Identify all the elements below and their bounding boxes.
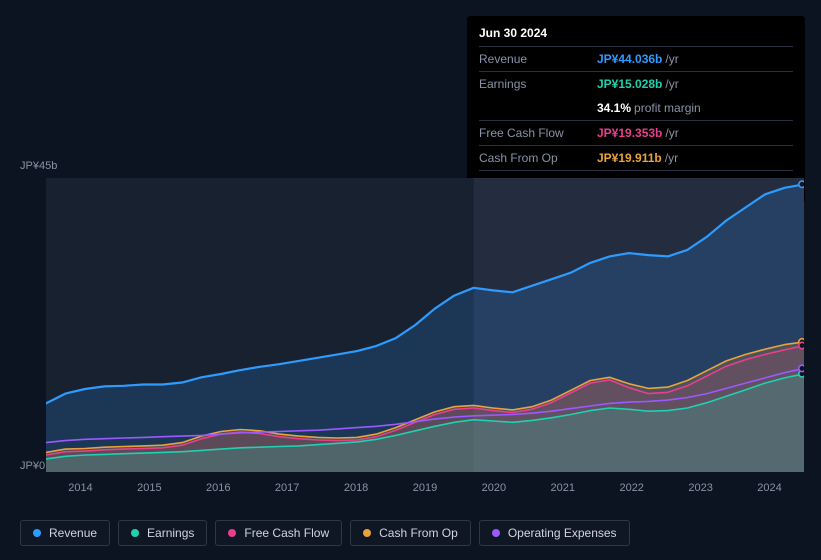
tooltip-row: Free Cash FlowJP¥19.353b/yr: [479, 120, 793, 145]
legend-dot-icon: [131, 529, 139, 537]
tooltip-row-value: JP¥15.028b/yr: [597, 75, 679, 93]
tooltip-row-label: Earnings: [479, 75, 597, 93]
tooltip-row: EarningsJP¥15.028b/yr: [479, 71, 793, 96]
x-axis: 2014201520162017201820192020202120222023…: [46, 482, 804, 494]
x-tick: 2024: [735, 482, 804, 494]
y-axis-max-label: JP¥45b: [20, 160, 57, 172]
chart-area[interactable]: [46, 178, 804, 472]
y-axis-min-label: JP¥0: [20, 460, 45, 472]
legend-item[interactable]: Earnings: [118, 520, 207, 546]
legend-dot-icon: [33, 529, 41, 537]
x-tick: 2021: [528, 482, 597, 494]
legend-item[interactable]: Cash From Op: [350, 520, 471, 546]
legend-label: Earnings: [147, 526, 194, 540]
tooltip-row-value: 34.1%profit margin: [597, 99, 701, 117]
x-tick: 2016: [184, 482, 253, 494]
legend-item[interactable]: Operating Expenses: [479, 520, 630, 546]
tooltip-row-label: Revenue: [479, 50, 597, 68]
x-tick: 2022: [597, 482, 666, 494]
x-tick: 2015: [115, 482, 184, 494]
legend-label: Operating Expenses: [508, 526, 617, 540]
legend-item[interactable]: Free Cash Flow: [215, 520, 342, 546]
legend-dot-icon: [363, 529, 371, 537]
tooltip-row-label: Free Cash Flow: [479, 124, 597, 142]
tooltip-row-label: [479, 99, 597, 117]
legend-dot-icon: [228, 529, 236, 537]
x-tick: 2019: [391, 482, 460, 494]
x-tick: 2018: [322, 482, 391, 494]
x-tick: 2014: [46, 482, 115, 494]
tooltip-row-value: JP¥19.911b/yr: [597, 149, 678, 167]
legend-label: Free Cash Flow: [244, 526, 329, 540]
x-tick: 2023: [666, 482, 735, 494]
legend: Revenue Earnings Free Cash Flow Cash From O…: [20, 520, 630, 546]
legend-dot-icon: [492, 529, 500, 537]
tooltip-row: RevenueJP¥44.036b/yr: [479, 46, 793, 71]
x-tick: 2020: [459, 482, 528, 494]
tooltip-date: Jun 30 2024: [479, 24, 793, 46]
tooltip-row-value: JP¥19.353b/yr: [597, 124, 679, 142]
legend-label: Revenue: [49, 526, 97, 540]
tooltip-box: Jun 30 2024 RevenueJP¥44.036b/yrEarnings…: [467, 16, 805, 203]
legend-item[interactable]: Revenue: [20, 520, 110, 546]
tooltip-row: 34.1%profit margin: [479, 96, 793, 120]
x-tick: 2017: [253, 482, 322, 494]
tooltip-row-label: Cash From Op: [479, 149, 597, 167]
tooltip-row: Cash From OpJP¥19.911b/yr: [479, 145, 793, 170]
legend-label: Cash From Op: [379, 526, 458, 540]
tooltip-row-value: JP¥44.036b/yr: [597, 50, 679, 68]
